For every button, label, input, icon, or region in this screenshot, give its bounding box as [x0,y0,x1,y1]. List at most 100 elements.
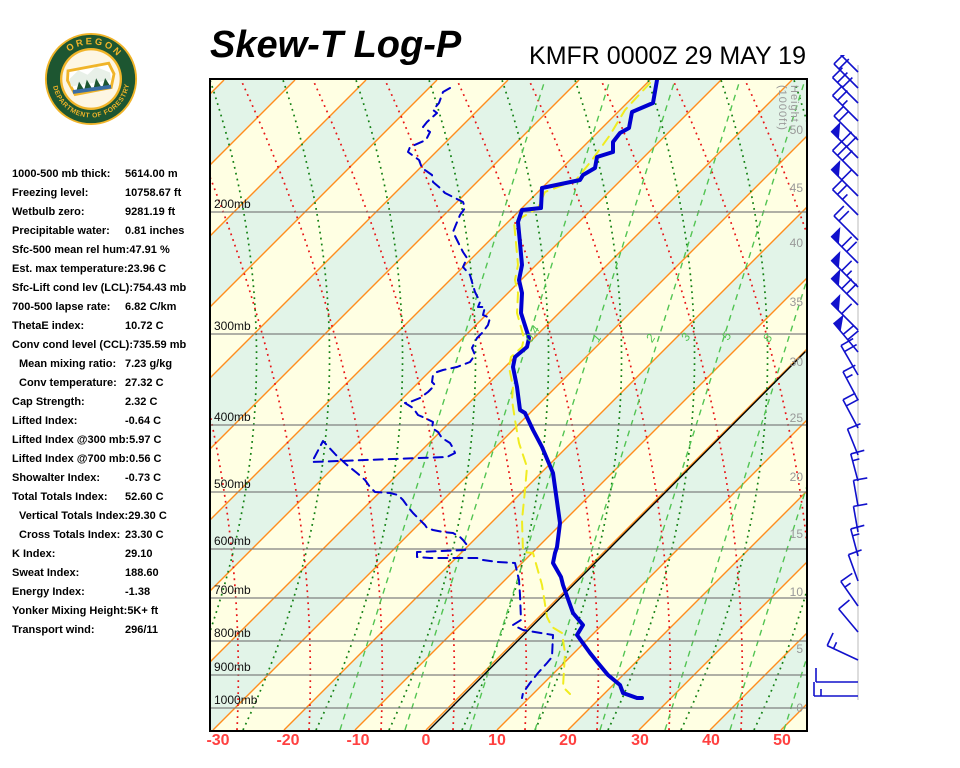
wind-barb [832,314,859,353]
index-label: Sweat Index: [12,567,80,579]
index-row: Mean mixing ratio: 7.23 g/kg [12,355,212,374]
index-label: Mean mixing ratio: [19,358,117,370]
index-value: 754.43 mb [133,282,187,294]
wind-barb [833,205,859,241]
index-label: Vertical Totals Index: [19,510,129,522]
index-value: 10758.67 ft [125,187,182,199]
index-value: 7.23 g/kg [125,358,173,370]
wind-barb [833,55,859,89]
height-tick-label: 35 [789,295,803,309]
wind-barb [840,337,859,376]
index-row: Transport wind: 296/11 [12,621,212,640]
pressure-label: 400mb [214,410,251,424]
index-row: K Index: 29.10 [12,545,212,564]
index-row: Precipitable water: 0.81 inches [12,222,212,241]
index-label: Cap Strength: [12,396,85,408]
index-label: Lifted Index @300 mb: [12,434,130,446]
wind-barb [830,226,859,264]
temp-tick-label: 30 [631,732,649,749]
index-value: -0.73 C [125,472,162,484]
index-label: Sfc-500 mean rel hum: [12,244,130,256]
temp-tick-label: -30 [206,732,230,749]
parcel-line-trace [428,351,806,730]
index-label: Precipitable water: [12,225,110,237]
index-value: 735.59 mb [133,339,187,351]
temp-tick-label: 10 [488,732,506,749]
height-tick-label: 45 [789,181,803,195]
pressure-label: 700mb [214,583,251,597]
index-row: 700-500 lapse rate: 6.82 C/km [12,298,212,317]
index-label: 1000-500 mb thick: [12,168,111,180]
index-label: ThetaE index: [12,320,85,332]
index-value: 27.32 C [125,377,164,389]
pressure-label: 800mb [214,626,251,640]
index-label: Energy Index: [12,586,85,598]
temp-tick-label: 50 [773,732,791,749]
dewpoint-trace [311,87,554,699]
pressure-label: 600mb [214,534,251,548]
wind-barb [831,179,859,216]
index-row: Conv cond level (CCL):735.59 mb [12,336,212,355]
station-datetime: KMFR 0000Z 29 MAY 19 [529,42,806,70]
wind-barb [830,121,859,159]
odf-logo: OREGON DEPARTMENT OF FORESTRY [44,32,138,126]
index-row: Freezing level: 10758.67 ft [12,184,212,203]
temp-tick-label: -20 [276,732,300,749]
pressure-label: 900mb [214,660,251,674]
height-axis-title-line2: (1000ft) [776,85,788,131]
temp-tick-label: 0 [421,732,431,749]
wind-barb [826,632,859,661]
pressure-label: 1000mb [214,693,258,707]
index-row: Sfc-500 mean rel hum:47.91 % [12,241,212,260]
index-value: 0.56 C [129,453,162,465]
index-label: Freezing level: [12,187,89,199]
index-row: Energy Index: -1.38 [12,583,212,602]
index-row: Cross Totals Index: 23.30 C [12,526,212,545]
height-tick-label: 50 [789,123,803,137]
wind-barb [840,572,859,607]
index-label: Transport wind: [12,624,95,636]
wind-barb [815,668,858,683]
index-value: 0.81 inches [125,225,185,237]
index-label: Showalter Index: [12,472,101,484]
wind-barb [813,682,858,697]
index-row: ThetaE index: 10.72 C [12,317,212,336]
index-row: Total Totals Index: 52.60 C [12,488,212,507]
index-label: Conv cond level (CCL): [12,339,134,351]
height-tick-label: 5 [796,642,803,656]
index-label: Sfc-Lift cond lev (LCL): [12,282,133,294]
height-tick-label: 15 [789,527,803,541]
index-value: 6.82 C/km [125,301,177,313]
page-title: Skew-T Log-P [210,24,462,66]
pressure-label: 300mb [214,319,251,333]
wind-barb [842,364,859,401]
index-value: 10.72 C [125,320,164,332]
index-row: Conv temperature: 27.32 C [12,374,212,393]
wind-barb [852,477,868,507]
wind-barb-column [813,55,868,700]
wind-barb [833,105,859,141]
index-value: 47.91 % [129,244,170,256]
index-label: Cross Totals Index: [19,529,121,541]
index-row: Sweat Index: 188.60 [12,564,212,583]
index-label: Conv temperature: [19,377,117,389]
indices-panel: 1000-500 mb thick: 5614.00 m Freezing leve… [12,165,212,640]
index-row: 1000-500 mb thick: 5614.00 m [12,165,212,184]
index-row: Est. max temperature:23.96 C [12,260,212,279]
wind-barb [838,599,859,633]
index-value: -0.64 C [125,415,162,427]
temp-tick-label: 20 [559,732,577,749]
index-value: 2.32 C [125,396,158,408]
odf-seal-icon: OREGON DEPARTMENT OF FORESTRY [44,32,138,126]
temp-tick-label: -10 [346,732,370,749]
index-value: 5K+ ft [127,605,159,617]
index-value: 29.10 [125,548,153,560]
wind-barb [830,250,859,288]
index-row: Sfc-Lift cond lev (LCL):754.43 mb [12,279,212,298]
index-row: Cap Strength: 2.32 C [12,393,212,412]
wind-barb [831,67,859,104]
index-label: Total Totals Index: [12,491,108,503]
temp-tick-label: 40 [702,732,720,749]
temperature-trace [511,80,659,700]
wind-barb [847,549,862,582]
